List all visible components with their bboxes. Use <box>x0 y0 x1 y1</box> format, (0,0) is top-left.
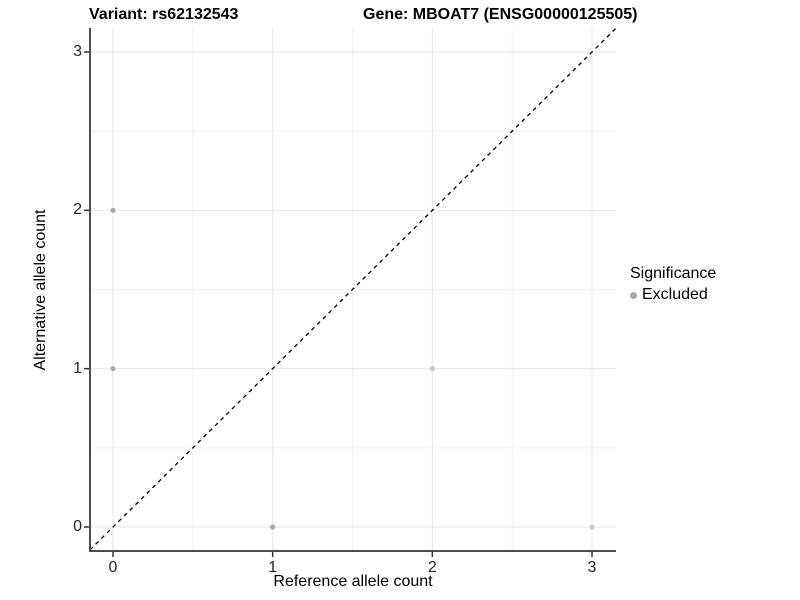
data-point <box>270 524 276 530</box>
x-axis-label: Reference allele count <box>273 573 433 590</box>
x-tick-label: 1 <box>268 559 278 576</box>
y-tick-label: 2 <box>73 201 82 219</box>
legend: Significance Excluded <box>630 265 716 304</box>
x-tick-label: 2 <box>427 559 437 576</box>
legend-item-label: Excluded <box>642 286 708 303</box>
plot-title-variant: Variant: rs62132543 <box>89 6 239 23</box>
data-point <box>110 366 116 372</box>
x-tick-label: 0 <box>108 559 118 576</box>
y-tick-label: 0 <box>73 518 82 535</box>
data-point <box>589 524 595 530</box>
y-axis-label: Alternative allele count <box>32 209 49 371</box>
legend-item-excluded: Excluded <box>630 286 716 304</box>
identity-reference-line <box>89 27 617 551</box>
data-point <box>429 366 435 372</box>
y-tick-label: 3 <box>73 43 82 60</box>
legend-title: Significance <box>630 265 717 282</box>
legend-point-icon <box>630 291 637 299</box>
y-tick-label: 1 <box>73 359 82 377</box>
plot-title-gene: Gene: MBOAT7 (ENSG00000125505) <box>363 6 638 23</box>
data-point <box>110 207 116 213</box>
x-tick-label: 3 <box>587 559 597 576</box>
